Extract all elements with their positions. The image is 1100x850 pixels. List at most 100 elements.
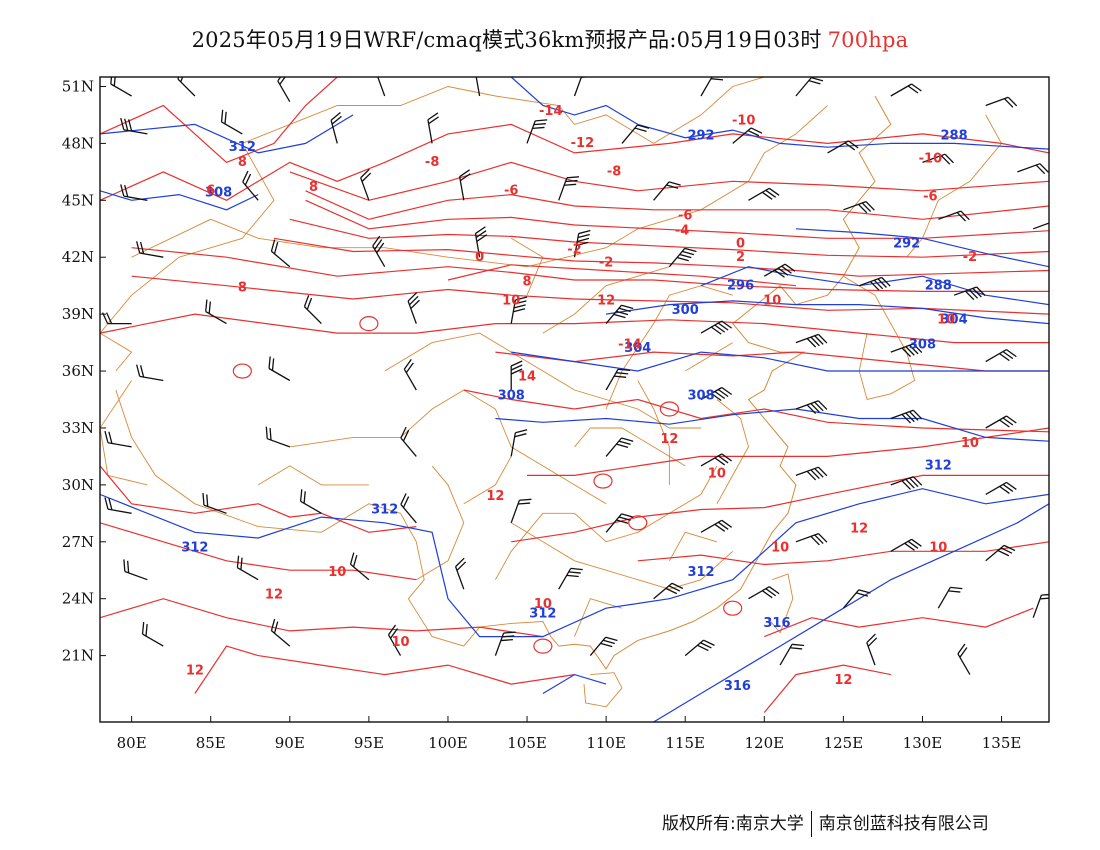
isotherm <box>100 522 417 581</box>
height-contour <box>495 408 1049 442</box>
temperature-label: 10 <box>708 466 726 481</box>
wind-barb <box>890 343 923 358</box>
province-boundary <box>510 522 734 590</box>
wind-barb <box>795 532 828 546</box>
wind-barb <box>700 77 726 97</box>
height-label: 316 <box>763 616 790 631</box>
province-boundary <box>257 465 369 486</box>
wind-barb <box>605 368 631 391</box>
lon-tick-label: 135E <box>982 734 1022 752</box>
wind-barb <box>890 83 922 97</box>
wind-barb <box>510 360 523 390</box>
province-boundary <box>100 380 148 486</box>
wind-barb <box>589 636 618 657</box>
isotherm <box>289 161 1049 201</box>
map-title: 2025年05月19日WRF/cmaq模式36km预报产品:05月19日03时 7… <box>0 24 1100 54</box>
wind-barb <box>110 77 132 97</box>
lon-tick-label: 85E <box>196 734 226 752</box>
wind-barb <box>700 519 732 533</box>
isotherm <box>495 351 1049 372</box>
height-label: 296 <box>727 278 754 293</box>
province-boundary <box>637 380 670 485</box>
wind-barb <box>558 567 583 590</box>
height-label: 312 <box>925 459 952 474</box>
isotherm <box>100 465 417 533</box>
coastline <box>558 95 892 670</box>
temperature-label: -10 <box>919 151 943 166</box>
lat-tick-label: 24N <box>62 590 94 608</box>
wind-barb <box>922 153 954 165</box>
height-contour <box>511 351 1049 372</box>
province-boundary <box>605 285 733 410</box>
isotherm <box>527 427 1049 476</box>
lon-tick-label: 130E <box>903 734 943 752</box>
isotherm <box>131 247 1049 292</box>
wind-barb <box>684 639 715 657</box>
height-label: 312 <box>371 502 398 517</box>
temperature-label: 12 <box>660 432 678 447</box>
height-contour <box>700 266 1049 306</box>
lat-tick-label: 45N <box>62 191 94 209</box>
wind-barb <box>102 312 132 325</box>
height-contours <box>100 77 1049 722</box>
longitude-axis: 80E 85E 90E 95E 100E 105E 110E 115E 120E 125E 130E… <box>117 716 1022 752</box>
height-label: 308 <box>687 389 714 404</box>
lon-tick-label: 95E <box>354 734 384 752</box>
height-label: 308 <box>909 337 936 352</box>
wind-barb <box>427 112 439 144</box>
province-boundary <box>574 427 686 467</box>
lat-tick-label: 21N <box>62 647 94 665</box>
temperature-label: 10 <box>771 540 789 555</box>
lat-tick-label: 33N <box>62 419 94 437</box>
isotherm-loop <box>359 316 379 332</box>
province-boundary <box>716 399 749 505</box>
wind-barb <box>375 77 387 97</box>
wind-barb <box>748 586 780 600</box>
wind-barb <box>202 492 227 514</box>
wind-barb <box>795 400 828 414</box>
isotherm-loop <box>659 401 680 417</box>
temperature-label: 8 <box>238 280 247 295</box>
province-boundary <box>400 513 560 647</box>
province-boundary <box>100 77 765 372</box>
wind-barb <box>700 386 732 402</box>
province-boundary <box>416 465 465 581</box>
height-label: 304 <box>624 341 651 356</box>
temperature-label: 12 <box>265 588 283 603</box>
wind-barb <box>458 169 471 201</box>
wind-barb <box>558 176 580 201</box>
province-boundary <box>843 275 916 401</box>
wind-barb <box>763 263 796 278</box>
wind-barb <box>330 112 342 144</box>
temperature-label: -2 <box>963 250 977 265</box>
height-contour <box>100 190 259 211</box>
temperature-label: 8 <box>309 180 318 195</box>
copyright-left: 版权所有:南京大学 <box>662 814 804 834</box>
height-contour <box>795 228 1049 268</box>
wind-barb <box>220 109 243 135</box>
wind-barb <box>605 513 634 533</box>
wind-barb <box>123 559 148 581</box>
wind-barb <box>387 624 402 656</box>
wind-barb <box>360 168 372 201</box>
wind-barb <box>866 633 878 666</box>
temperature-label: 10 <box>961 436 979 451</box>
wind-barb <box>605 304 634 325</box>
isotherm <box>511 474 1049 543</box>
wind-barb <box>985 349 1017 363</box>
temperature-label: 10 <box>502 294 520 309</box>
isotherm <box>447 264 796 287</box>
lon-tick-label: 125E <box>824 734 864 752</box>
temperature-label: 6 <box>206 184 215 199</box>
wind-barb <box>510 296 528 324</box>
wind-barb <box>795 77 824 97</box>
temperature-label: 10 <box>328 565 346 580</box>
temperature-label: 14 <box>518 370 536 385</box>
wind-barb <box>403 359 417 391</box>
lat-tick-label: 51N <box>62 77 94 95</box>
height-label: 304 <box>941 313 968 328</box>
province-boundary <box>131 105 828 268</box>
isotherm-loop <box>533 638 553 654</box>
wind-barb <box>270 618 291 647</box>
